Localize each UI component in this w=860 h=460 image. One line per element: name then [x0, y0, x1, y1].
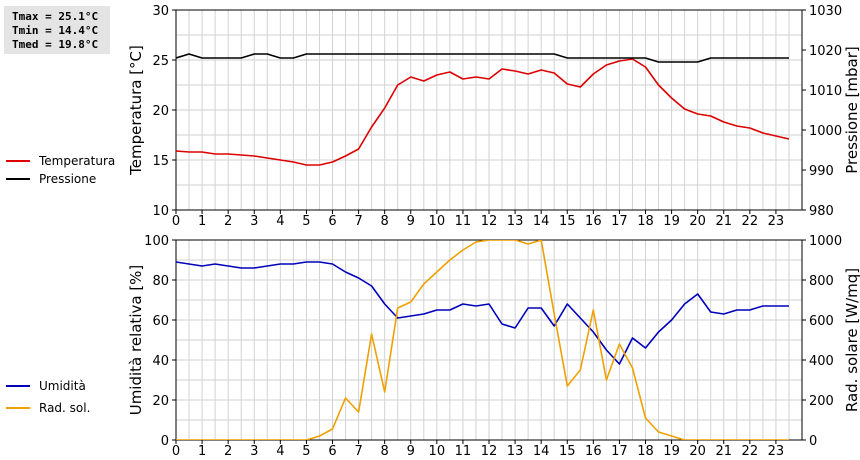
x-tick-label: 13 — [507, 214, 524, 229]
x-tick-label: 7 — [354, 444, 362, 459]
x-tick-label: 19 — [663, 444, 680, 459]
series-line-1 — [176, 53, 789, 63]
x-tick-label: 9 — [407, 214, 415, 229]
x-tick-label: 11 — [455, 214, 472, 229]
y-axis-title-left: Temperatura [°C] — [127, 45, 145, 176]
y-tick-label-right: 0 — [809, 434, 817, 449]
y-tick-label-left: 40 — [152, 354, 169, 369]
x-tick-label: 18 — [637, 444, 654, 459]
x-tick-label: 15 — [559, 214, 576, 229]
tmax-stat: Tmax = 25.1°C — [12, 10, 99, 23]
x-tick-label: 4 — [276, 444, 284, 459]
x-tick-label: 20 — [689, 444, 706, 459]
x-tick-label: 14 — [533, 214, 550, 229]
legend-label: Umidità — [39, 379, 86, 393]
y-tick-label-left: 100 — [144, 234, 169, 249]
y-tick-label-left: 20 — [152, 104, 169, 119]
tmin-stat: Tmin = 14.4°C — [12, 24, 99, 37]
x-tick-label: 23 — [768, 214, 785, 229]
x-tick-label: 12 — [481, 214, 498, 229]
x-tick-label: 2 — [224, 444, 232, 459]
x-tick-label: 21 — [715, 214, 732, 229]
x-tick-label: 15 — [559, 444, 576, 459]
x-tick-label: 10 — [429, 444, 446, 459]
series-line-2 — [176, 261, 789, 365]
y-tick-label-right: 990 — [809, 164, 834, 179]
y-tick-label-left: 0 — [161, 434, 169, 449]
y-tick-label-right: 800 — [809, 274, 834, 289]
x-tick-label: 5 — [302, 214, 310, 229]
x-tick-label: 10 — [429, 214, 446, 229]
y-tick-label-left: 80 — [152, 274, 169, 289]
x-tick-label: 22 — [742, 444, 759, 459]
legend-label: Rad. sol. — [39, 401, 90, 415]
series-line-3 — [176, 240, 789, 440]
y-tick-label-right: 600 — [809, 314, 834, 329]
y-tick-label-left: 30 — [152, 4, 169, 19]
x-tick-label: 20 — [689, 214, 706, 229]
y-tick-label-left: 25 — [152, 54, 169, 69]
y-tick-label-left: 20 — [152, 394, 169, 409]
x-tick-label: 4 — [276, 214, 284, 229]
x-tick-label: 11 — [455, 444, 472, 459]
x-tick-label: 6 — [328, 214, 336, 229]
y-axis-title-right: Rad. solare [W/mq] — [843, 268, 860, 412]
y-tick-label-right: 980 — [809, 204, 834, 219]
y-axis-title-left: Umidità relativa [%] — [127, 265, 145, 416]
x-tick-label: 18 — [637, 214, 654, 229]
x-tick-label: 19 — [663, 214, 680, 229]
x-tick-label: 6 — [328, 444, 336, 459]
x-tick-label: 0 — [172, 444, 180, 459]
y-tick-label-right: 1010 — [809, 84, 842, 99]
y-tick-label-left: 10 — [152, 204, 169, 219]
y-tick-label-right: 1000 — [809, 124, 842, 139]
y-tick-label-right: 400 — [809, 354, 834, 369]
x-tick-label: 2 — [224, 214, 232, 229]
legend-label: Temperatura — [38, 154, 115, 168]
x-tick-label: 7 — [354, 214, 362, 229]
x-tick-label: 8 — [381, 444, 389, 459]
x-tick-label: 0 — [172, 214, 180, 229]
y-tick-label-right: 1000 — [809, 234, 842, 249]
y-tick-label-right: 1030 — [809, 4, 842, 19]
x-tick-label: 3 — [250, 444, 258, 459]
x-tick-label: 5 — [302, 444, 310, 459]
y-tick-label-right: 200 — [809, 394, 834, 409]
x-tick-label: 23 — [768, 444, 785, 459]
x-tick-label: 1 — [198, 214, 206, 229]
x-tick-label: 3 — [250, 214, 258, 229]
x-tick-label: 14 — [533, 444, 550, 459]
stats-box: Tmax = 25.1°C Tmin = 14.4°C Tmed = 19.8°… — [4, 6, 110, 54]
x-tick-label: 22 — [742, 214, 759, 229]
y-tick-label-left: 60 — [152, 314, 169, 329]
y-axis-title-right: Pressione [mbar] — [843, 46, 860, 174]
x-tick-label: 1 — [198, 444, 206, 459]
x-tick-label: 12 — [481, 444, 498, 459]
x-tick-label: 17 — [611, 214, 628, 229]
x-tick-label: 16 — [585, 444, 602, 459]
series-line-0 — [176, 58, 790, 166]
x-tick-label: 21 — [715, 444, 732, 459]
x-tick-label: 17 — [611, 444, 628, 459]
x-tick-label: 8 — [381, 214, 389, 229]
x-tick-label: 13 — [507, 444, 524, 459]
y-tick-label-right: 1020 — [809, 44, 842, 59]
y-tick-label-left: 15 — [152, 154, 169, 169]
tmed-stat: Tmed = 19.8°C — [12, 38, 99, 51]
x-tick-label: 16 — [585, 214, 602, 229]
legend-label: Pressione — [39, 172, 96, 186]
x-tick-label: 9 — [407, 444, 415, 459]
